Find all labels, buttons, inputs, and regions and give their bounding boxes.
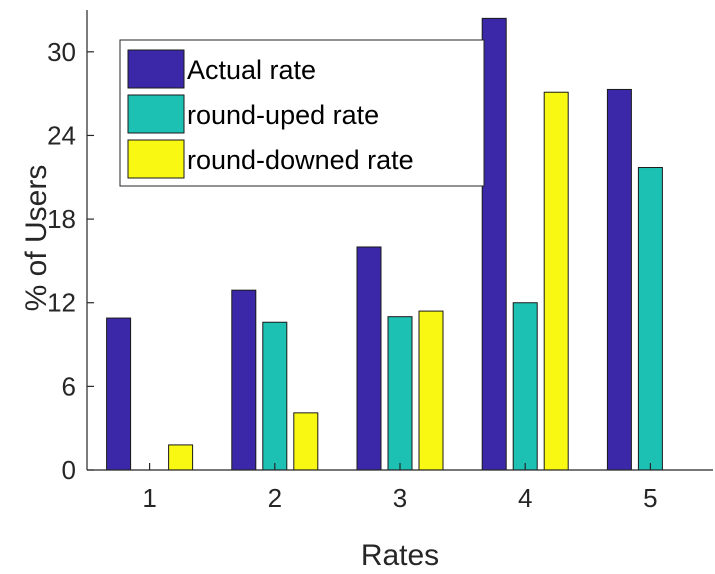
bar-1-category-2 <box>231 289 257 471</box>
y-axis-title: % of Users <box>20 165 53 312</box>
bar-3-category-2 <box>293 412 319 471</box>
x-axis-title: Rates <box>361 539 439 572</box>
y-tick-label: 12 <box>47 288 76 318</box>
x-tick-label: 3 <box>393 483 407 513</box>
x-tick-label: 2 <box>268 483 282 513</box>
x-tick-label: 4 <box>518 483 532 513</box>
bar-2-category-3 <box>387 316 413 471</box>
legend-label: round-downed rate <box>187 145 414 175</box>
legend-label: round-uped rate <box>187 100 379 130</box>
y-tick-label: 0 <box>62 455 76 485</box>
bar-2-category-2 <box>262 321 288 471</box>
bar-1-category-3 <box>356 246 382 471</box>
bar-3-category-3 <box>418 310 444 471</box>
bar-1-category-4 <box>481 17 507 471</box>
y-tick-label: 30 <box>47 37 76 67</box>
y-tick-label: 24 <box>47 120 76 150</box>
legend-swatch <box>127 94 185 134</box>
legend-swatch <box>127 139 185 179</box>
bar-1-category-1 <box>106 317 132 471</box>
bar-2-category-5 <box>637 167 663 471</box>
y-tick-label: 18 <box>47 204 76 234</box>
bar-2-category-4 <box>512 302 538 471</box>
bar-3-category-1 <box>168 444 194 471</box>
y-tick-label: 6 <box>62 371 76 401</box>
x-tick-label: 5 <box>643 483 657 513</box>
legend-label: Actual rate <box>187 55 316 85</box>
bar-1-category-5 <box>606 88 632 471</box>
legend-swatch <box>127 49 185 89</box>
legend: Actual rate round-uped rate round-downed r… <box>119 39 485 187</box>
bar-3-category-4 <box>543 91 569 471</box>
x-tick-label: 1 <box>142 483 156 513</box>
